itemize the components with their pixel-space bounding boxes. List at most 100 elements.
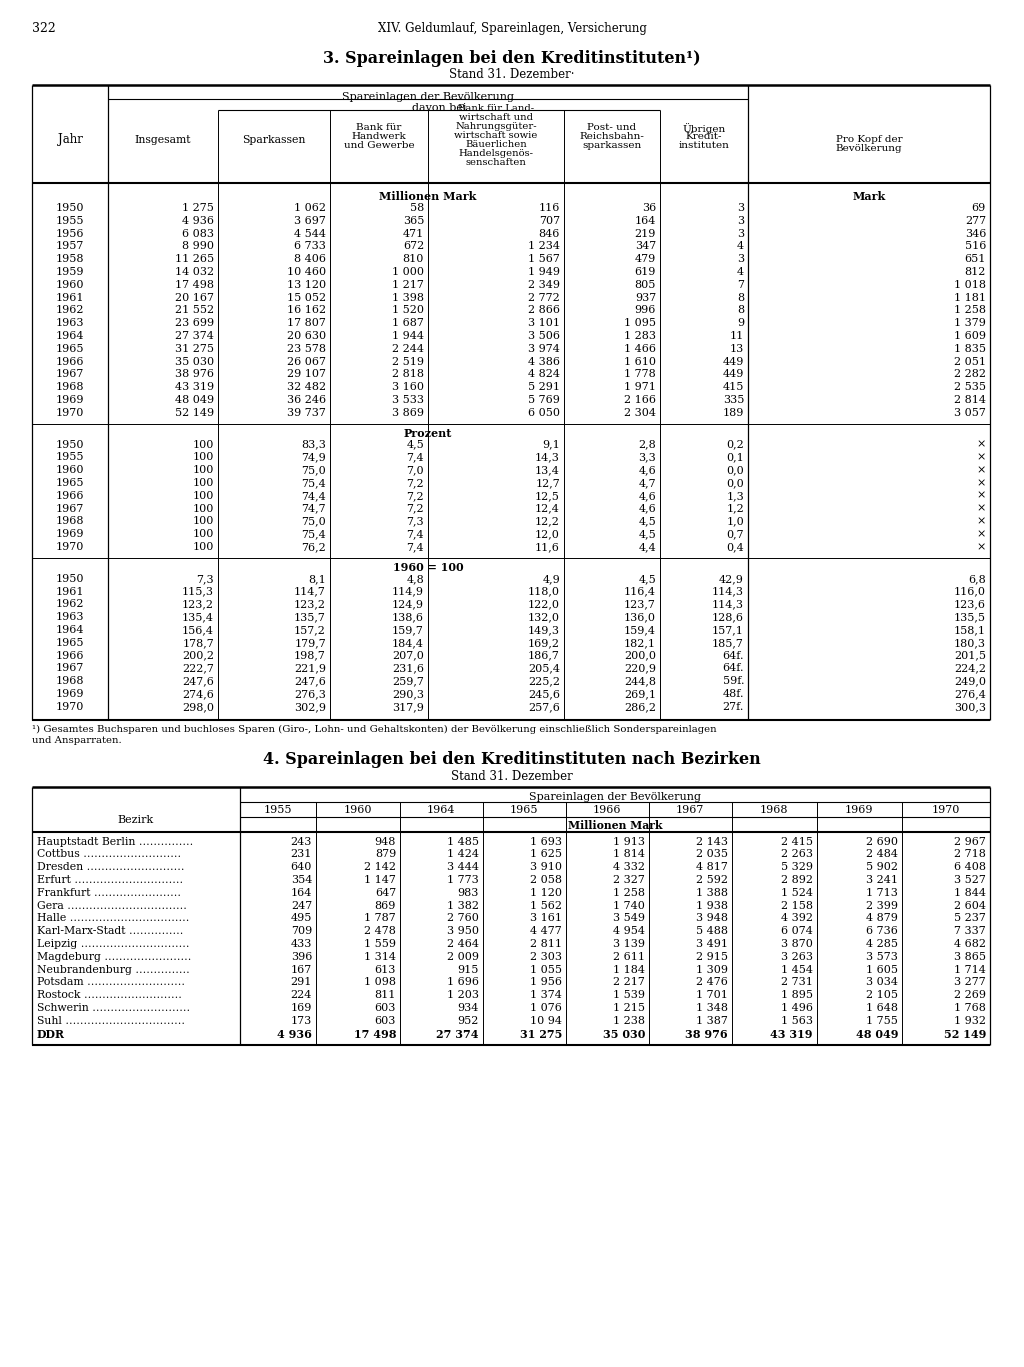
Text: 100: 100 — [193, 465, 214, 476]
Text: 3,3: 3,3 — [638, 452, 656, 462]
Text: 247,6: 247,6 — [294, 677, 326, 686]
Text: 952: 952 — [458, 1016, 479, 1025]
Text: 1955: 1955 — [264, 805, 292, 815]
Text: ×: × — [977, 517, 986, 526]
Text: 2 814: 2 814 — [954, 395, 986, 405]
Text: 274,6: 274,6 — [182, 689, 214, 699]
Text: Mark: Mark — [852, 191, 886, 202]
Text: 23 578: 23 578 — [287, 343, 326, 354]
Text: 2 915: 2 915 — [696, 951, 728, 962]
Text: 1 496: 1 496 — [781, 1003, 813, 1013]
Text: 3 573: 3 573 — [866, 951, 898, 962]
Text: 2 818: 2 818 — [392, 369, 424, 380]
Text: 1 625: 1 625 — [530, 849, 562, 860]
Text: 20 167: 20 167 — [175, 293, 214, 302]
Text: 1 314: 1 314 — [364, 951, 396, 962]
Text: 4 392: 4 392 — [781, 913, 813, 923]
Text: 6 736: 6 736 — [866, 927, 898, 936]
Text: 59f.: 59f. — [723, 677, 744, 686]
Text: Leipzig …………………………: Leipzig ………………………… — [37, 939, 189, 949]
Text: 1 648: 1 648 — [866, 1003, 898, 1013]
Text: 603: 603 — [375, 1003, 396, 1013]
Text: 8 406: 8 406 — [294, 254, 326, 264]
Text: 2,8: 2,8 — [638, 440, 656, 450]
Text: 2 166: 2 166 — [624, 395, 656, 405]
Text: 100: 100 — [193, 529, 214, 539]
Text: 257,6: 257,6 — [528, 701, 560, 712]
Text: 937: 937 — [635, 293, 656, 302]
Text: 1 944: 1 944 — [392, 331, 424, 340]
Text: 169,2: 169,2 — [528, 638, 560, 648]
Text: instituten: instituten — [679, 141, 729, 150]
Text: 220,9: 220,9 — [624, 663, 656, 674]
Text: 12,0: 12,0 — [536, 529, 560, 539]
Text: 1 605: 1 605 — [866, 965, 898, 975]
Text: 231,6: 231,6 — [392, 663, 424, 674]
Text: Magdeburg ……………………: Magdeburg …………………… — [37, 951, 191, 962]
Text: 449: 449 — [723, 369, 744, 380]
Text: 1 787: 1 787 — [365, 913, 396, 923]
Text: ×: × — [977, 529, 986, 539]
Text: 4,4: 4,4 — [638, 541, 656, 552]
Text: 1 949: 1 949 — [528, 267, 560, 278]
Text: 433: 433 — [291, 939, 312, 949]
Text: 1960: 1960 — [344, 805, 373, 815]
Text: 23 699: 23 699 — [175, 319, 214, 328]
Text: 2 519: 2 519 — [392, 357, 424, 366]
Text: 128,6: 128,6 — [712, 612, 744, 622]
Text: 1955: 1955 — [55, 216, 84, 226]
Text: 135,7: 135,7 — [294, 612, 326, 622]
Text: 1 956: 1 956 — [530, 977, 562, 987]
Text: 1967: 1967 — [56, 663, 84, 674]
Text: 179,7: 179,7 — [294, 638, 326, 648]
Text: DDR: DDR — [37, 1028, 65, 1039]
Text: 317,9: 317,9 — [392, 701, 424, 712]
Text: 1961: 1961 — [55, 293, 84, 302]
Text: 2 269: 2 269 — [954, 990, 986, 1001]
Text: 74,9: 74,9 — [301, 452, 326, 462]
Text: 157,1: 157,1 — [712, 625, 744, 636]
Text: 1 388: 1 388 — [696, 887, 728, 898]
Text: 613: 613 — [375, 965, 396, 975]
Text: 1965: 1965 — [55, 638, 84, 648]
Text: 2 464: 2 464 — [447, 939, 479, 949]
Text: 1967: 1967 — [56, 369, 84, 380]
Text: 3: 3 — [737, 254, 744, 264]
Text: 1965: 1965 — [55, 343, 84, 354]
Text: 4 824: 4 824 — [528, 369, 560, 380]
Text: 3 865: 3 865 — [954, 951, 986, 962]
Text: 10 460: 10 460 — [287, 267, 326, 278]
Text: 1 713: 1 713 — [866, 887, 898, 898]
Text: 709: 709 — [291, 927, 312, 936]
Text: 2 304: 2 304 — [624, 407, 656, 418]
Text: Nahrungsgüter-: Nahrungsgüter- — [456, 122, 537, 131]
Text: Jahr: Jahr — [57, 134, 83, 146]
Text: 31 275: 31 275 — [519, 1028, 562, 1039]
Text: 7,4: 7,4 — [407, 452, 424, 462]
Text: 1956: 1956 — [55, 228, 84, 239]
Text: 122,0: 122,0 — [528, 599, 560, 610]
Text: 5 769: 5 769 — [528, 395, 560, 405]
Text: 6 408: 6 408 — [954, 863, 986, 872]
Text: 269,1: 269,1 — [624, 689, 656, 699]
Text: 32 482: 32 482 — [287, 383, 326, 392]
Text: 7,2: 7,2 — [407, 491, 424, 500]
Text: 244,8: 244,8 — [624, 677, 656, 686]
Text: 1950: 1950 — [55, 574, 84, 584]
Text: 75,4: 75,4 — [301, 478, 326, 488]
Text: 124,9: 124,9 — [392, 599, 424, 610]
Text: davon bei: davon bei — [412, 103, 466, 113]
Text: 36: 36 — [642, 204, 656, 213]
Text: 123,7: 123,7 — [624, 599, 656, 610]
Text: 14,3: 14,3 — [536, 452, 560, 462]
Text: 173: 173 — [291, 1016, 312, 1025]
Text: 13: 13 — [730, 343, 744, 354]
Text: 74,7: 74,7 — [301, 503, 326, 514]
Text: 3 697: 3 697 — [294, 216, 326, 226]
Text: 1950: 1950 — [55, 440, 84, 450]
Text: Stand 31. Dezember: Stand 31. Dezember — [452, 770, 572, 782]
Text: 245,6: 245,6 — [528, 689, 560, 699]
Text: 1965: 1965 — [510, 805, 539, 815]
Text: 4,6: 4,6 — [638, 491, 656, 500]
Text: 1950: 1950 — [55, 204, 84, 213]
